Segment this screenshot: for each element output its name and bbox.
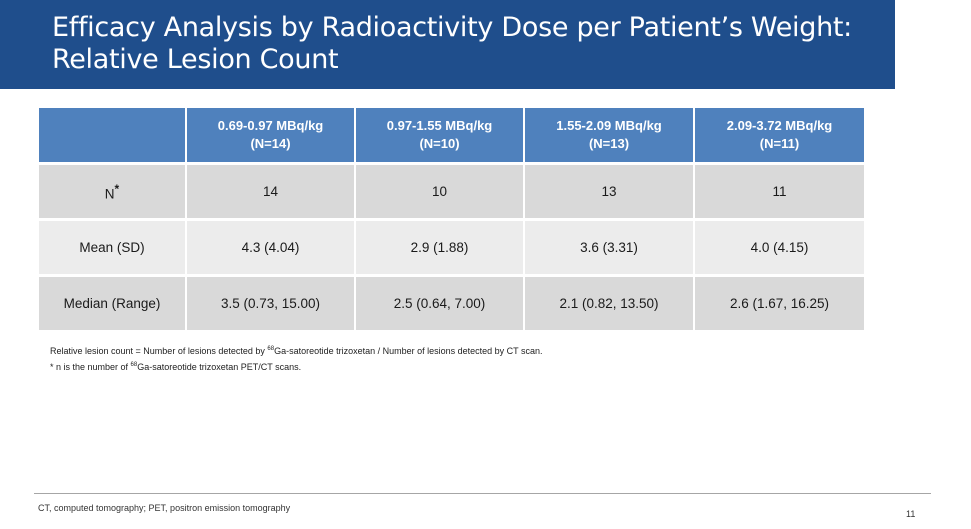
header-row: 0.69-0.97 MBq/kg (N=14) 0.97-1.55 MBq/kg… [39, 108, 864, 165]
efficacy-table: 0.69-0.97 MBq/kg (N=14) 0.97-1.55 MBq/kg… [39, 108, 864, 333]
footnote-text: Ga-satoreotide trizoxetan / Number of le… [274, 346, 543, 356]
row-label-text: N [104, 186, 115, 202]
footnote-asterisk: * n is the number of 68Ga-satoreotide tr… [50, 358, 543, 374]
header-dose: 0.69-0.97 MBq/kg [217, 118, 324, 133]
table-cell: 10 [355, 163, 525, 221]
asterisk-mark: * [114, 181, 120, 196]
table-row: Median (Range) 3.5 (0.73, 15.00) 2.5 (0.… [39, 275, 864, 333]
footnote-text: Ga-satoreotide trizoxetan PET/CT scans. [137, 362, 302, 372]
table-cell: 3.5 (0.73, 15.00) [186, 275, 356, 333]
row-label: N* [39, 163, 187, 221]
table-cell: 14 [186, 163, 356, 221]
table-cell: 2.5 (0.64, 7.00) [355, 275, 525, 333]
footnotes: Relative lesion count = Number of lesion… [50, 342, 543, 374]
table-cell: 2.6 (1.67, 16.25) [694, 275, 864, 333]
header-cell: 1.55-2.09 MBq/kg (N=13) [524, 108, 695, 165]
header-n: (N=11) [759, 136, 800, 151]
title-bar: Efficacy Analysis by Radioactivity Dose … [0, 0, 895, 89]
table-cell: 3.6 (3.31) [524, 219, 695, 277]
footer-divider [34, 493, 931, 494]
row-label: Mean (SD) [39, 219, 187, 277]
header-n: (N=14) [250, 136, 291, 151]
table-cell: 2.1 (0.82, 13.50) [524, 275, 695, 333]
footnote-text: * n is the number of [50, 362, 131, 372]
abbreviations: CT, computed tomography; PET, positron e… [38, 503, 291, 513]
header-cell: 2.09-3.72 MBq/kg (N=11) [694, 108, 864, 165]
header-n: (N=13) [588, 136, 630, 151]
slide-title-line-1: Efficacy Analysis by Radioactivity Dose … [52, 12, 852, 43]
header-corner-cell [39, 108, 187, 165]
header-cell: 0.69-0.97 MBq/kg (N=14) [186, 108, 356, 165]
slide-title: Efficacy Analysis by Radioactivity Dose … [52, 12, 882, 76]
table-cell: 2.9 (1.88) [355, 219, 525, 277]
header-n: (N=10) [419, 136, 460, 151]
footnote-definition: Relative lesion count = Number of lesion… [50, 342, 543, 358]
header-dose: 0.97-1.55 MBq/kg [386, 118, 493, 133]
table-cell: 4.0 (4.15) [694, 219, 864, 277]
header-dose: 1.55-2.09 MBq/kg [556, 118, 662, 133]
table-cell: 11 [694, 163, 864, 221]
isotope-superscript: 68 [130, 362, 138, 368]
page-number: 11 [906, 509, 916, 519]
row-label: Median (Range) [39, 275, 187, 333]
isotope-superscript: 68 [267, 346, 275, 352]
table-row: Mean (SD) 4.3 (4.04) 2.9 (1.88) 3.6 (3.3… [39, 219, 864, 277]
table-cell: 13 [524, 163, 695, 221]
header-dose: 2.09-3.72 MBq/kg [726, 118, 833, 133]
table-row: N* 14 10 13 11 [39, 163, 864, 221]
footnote-text: Relative lesion count = Number of lesion… [50, 346, 268, 356]
slide-title-line-2: Relative Lesion Count [52, 44, 339, 75]
table-cell: 4.3 (4.04) [186, 219, 356, 277]
header-cell: 0.97-1.55 MBq/kg (N=10) [355, 108, 525, 165]
